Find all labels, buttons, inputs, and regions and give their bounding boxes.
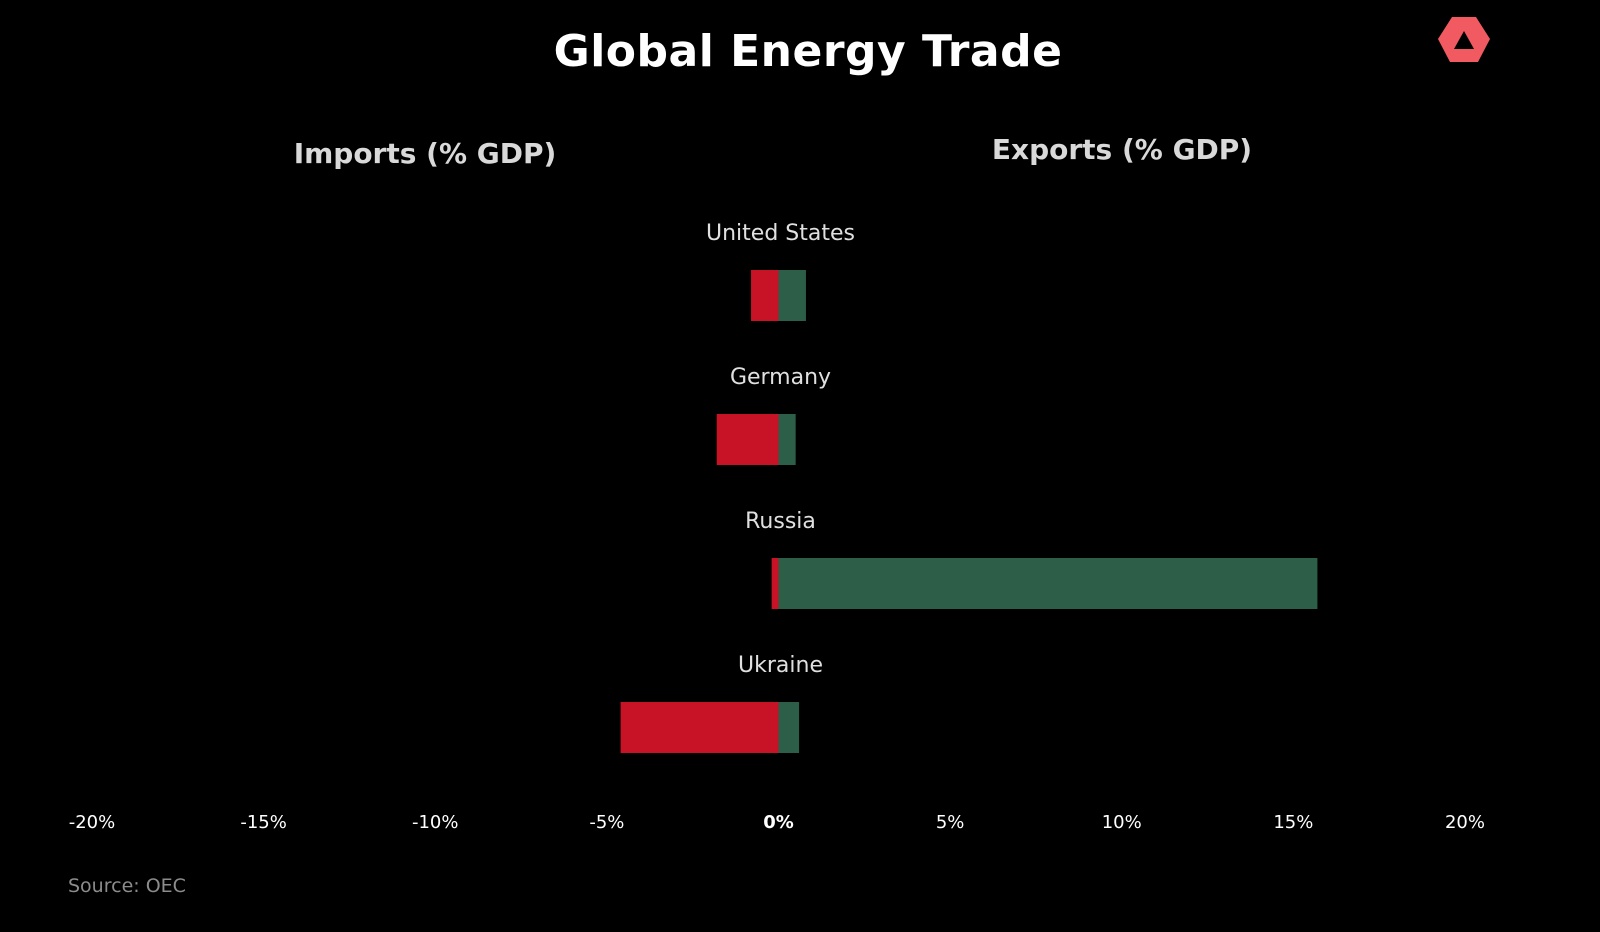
- imports-panel-title: Imports (% GDP): [293, 137, 557, 170]
- x-tick-label: -20%: [69, 812, 116, 833]
- x-tick-label: 5%: [936, 812, 965, 833]
- x-tick-label: -15%: [240, 812, 287, 833]
- category-label-germany: Germany: [730, 365, 831, 390]
- x-tick-label: -10%: [412, 812, 459, 833]
- imports-bar-germany: [716, 414, 779, 465]
- imports-bar-russia: [771, 558, 779, 609]
- exports-bar-germany: [778, 414, 796, 465]
- x-tick-label: 20%: [1445, 812, 1485, 833]
- source-note: Source: OEC: [68, 875, 186, 897]
- x-tick-label: 10%: [1102, 812, 1142, 833]
- exports-bar-russia: [778, 558, 1318, 609]
- category-label-united-states: United States: [706, 221, 855, 246]
- imports-bar-ukraine: [620, 702, 779, 753]
- exports-bar-ukraine: [778, 702, 800, 753]
- x-tick-label: 0%: [763, 812, 794, 833]
- category-label-ukraine: Ukraine: [738, 653, 823, 678]
- triangle-logo-icon: [1438, 17, 1490, 62]
- category-label-russia: Russia: [745, 509, 816, 534]
- imports-bar-united-states: [751, 270, 779, 321]
- exports-panel-title: Exports (% GDP): [991, 133, 1253, 166]
- x-tick-label: 15%: [1273, 812, 1313, 833]
- exports-bar-united-states: [778, 270, 806, 321]
- chart-title: Global Energy Trade: [553, 26, 1063, 77]
- x-tick-label: -5%: [589, 812, 624, 833]
